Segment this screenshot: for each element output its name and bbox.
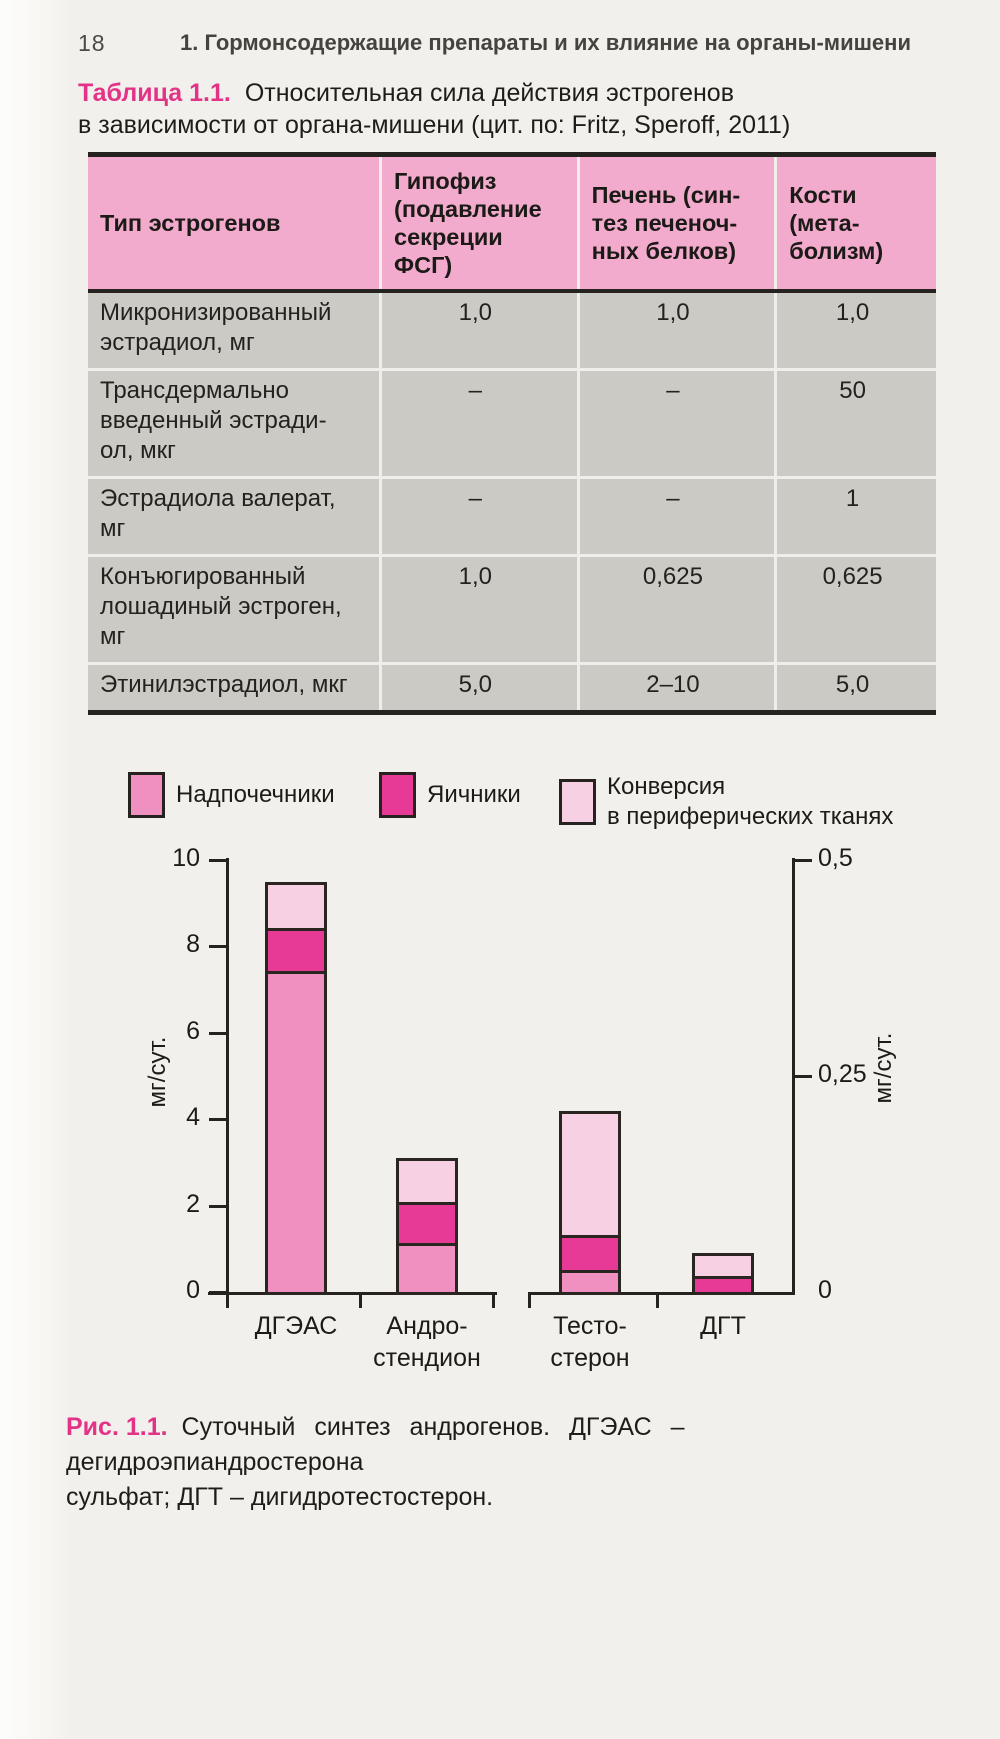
table-row: Эстрадиола валерат, мг – –1 bbox=[88, 476, 936, 556]
table-row: Микронизированный эстрадиол, мг 1,0 1,0 1,0 bbox=[88, 291, 936, 370]
bar-segment bbox=[399, 1202, 455, 1243]
page-number: 18 bbox=[78, 30, 106, 56]
bar-segment bbox=[562, 1270, 618, 1292]
category-label: Тесто- стерон bbox=[550, 1312, 630, 1372]
legend-item: Яичники bbox=[379, 772, 521, 818]
cell-value: 1,0 bbox=[379, 554, 579, 664]
legend-swatch bbox=[379, 772, 416, 818]
category-label: ДГЭАС bbox=[254, 1312, 338, 1340]
legend-item: Конверсия в периферических тканях bbox=[559, 772, 893, 832]
right-axis-tick-label: 0,5 bbox=[818, 844, 853, 872]
legend-swatch bbox=[128, 772, 165, 818]
left-axis-tick bbox=[209, 1204, 226, 1208]
table-caption-line2: в зависимости от органа-мишени (цит. по:… bbox=[78, 110, 791, 139]
left-axis-tick bbox=[209, 1291, 226, 1294]
right-axis-tick-label: 0,25 bbox=[818, 1060, 867, 1088]
row-label: Микронизированный эстрадиол, мг bbox=[88, 291, 381, 370]
figure-caption-label: Рис. 1.1. bbox=[66, 1413, 168, 1441]
bar-segment bbox=[268, 971, 324, 1292]
bar-segment bbox=[399, 1161, 455, 1202]
x-tick bbox=[492, 1294, 495, 1308]
left-axis-tick-label: 4 bbox=[186, 1103, 200, 1132]
left-axis-tick bbox=[209, 1118, 226, 1122]
right-axis-tick bbox=[795, 859, 812, 862]
left-axis-tick bbox=[209, 945, 226, 949]
cell-value: – bbox=[576, 368, 776, 478]
row-label: Трансдермально введенный эстради- ол, мк… bbox=[88, 368, 381, 478]
left-x-baseline bbox=[208, 1292, 497, 1295]
right-axis-label: мг/сут. bbox=[870, 1032, 897, 1104]
cell-value: 0,625 bbox=[774, 554, 936, 664]
left-axis-tick-label: 8 bbox=[186, 930, 200, 959]
category-label: ДГТ bbox=[700, 1312, 746, 1340]
table-row: Трансдермально введенный эстради- ол, мк… bbox=[88, 368, 936, 478]
right-axis-tick-label: 0 bbox=[818, 1276, 832, 1304]
bar-segment bbox=[562, 1114, 618, 1235]
row-label: Конъюгированный лошадиный эстроген, мг bbox=[88, 554, 381, 664]
left-axis-tick-label: 10 bbox=[172, 844, 200, 872]
bar-segment bbox=[695, 1256, 751, 1276]
figure-caption-line2: сульфат; ДГТ – дигидротестостерон. bbox=[66, 1483, 494, 1511]
left-y-axis bbox=[226, 858, 229, 1295]
col-header-bones: Кости (мета- болизм) bbox=[774, 154, 936, 293]
right-y-axis bbox=[792, 858, 795, 1295]
bar-segment bbox=[399, 1243, 455, 1292]
cell-value: – bbox=[379, 476, 579, 556]
page-left-edge bbox=[0, 0, 74, 1739]
legend-item-label: Конверсия в периферических тканях bbox=[607, 773, 894, 830]
bar-segment bbox=[562, 1235, 618, 1270]
figure-caption: Рис. 1.1. Суточный синтез андрогенов. ДГЭ… bbox=[66, 1410, 952, 1515]
figure-caption-line1: Суточный синтез андрогенов. ДГЭАС – деги… bbox=[66, 1413, 685, 1476]
table-caption-label: Таблица 1.1. bbox=[78, 79, 231, 107]
table-row: Этинилэстрадиол, мкг 5,0 2–10 5,0 bbox=[88, 662, 936, 713]
cell-value: 5,0 bbox=[774, 662, 936, 713]
cell-value: – bbox=[576, 476, 776, 556]
col-header-estrogen-type: Тип эстрогенов bbox=[88, 154, 381, 293]
bar-segment bbox=[695, 1276, 751, 1292]
estrogen-table: Тип эстрогенов Гипофиз (подавление секре… bbox=[88, 152, 936, 715]
table-row: Конъюгированный лошадиный эстроген, мг 1,… bbox=[88, 554, 936, 664]
bar-ДГТ bbox=[692, 1253, 754, 1295]
x-tick bbox=[359, 1294, 362, 1308]
right-x-baseline bbox=[528, 1292, 795, 1295]
left-axis-tick-label: 0 bbox=[186, 1276, 200, 1304]
cell-value: 1,0 bbox=[576, 291, 776, 370]
left-axis-tick-label: 2 bbox=[186, 1189, 200, 1218]
bar-segment bbox=[268, 928, 324, 971]
x-tick bbox=[226, 1294, 229, 1308]
cell-value: 2–10 bbox=[576, 662, 776, 713]
x-tick bbox=[528, 1294, 531, 1308]
row-label: Этинилэстрадиол, мкг bbox=[88, 662, 381, 713]
row-label: Эстрадиола валерат, мг bbox=[88, 476, 381, 556]
legend-item: Надпочечники bbox=[128, 772, 335, 818]
chapter-header: 1. Гормонсодержащие препараты и их влиян… bbox=[180, 30, 911, 55]
cell-value: 0,625 bbox=[576, 554, 776, 664]
left-axis-tick-label: 6 bbox=[186, 1016, 200, 1045]
bar-segment bbox=[268, 885, 324, 928]
category-label: Андро- стендион bbox=[373, 1312, 481, 1372]
left-axis-tick bbox=[209, 1031, 226, 1035]
cell-value: 1 bbox=[774, 476, 936, 556]
legend-item-label: Яичники bbox=[427, 781, 521, 808]
cell-value: 1,0 bbox=[774, 291, 936, 370]
col-header-pituitary: Гипофиз (подавление секреции ФСГ) bbox=[379, 154, 579, 293]
estrogen-table-body: Микронизированный эстрадиол, мг 1,0 1,0 1,0… bbox=[88, 291, 936, 713]
left-axis-tick bbox=[209, 859, 226, 862]
cell-value: 1,0 bbox=[379, 291, 579, 370]
col-header-liver: Печень (син- тез печеноч- ных белков) bbox=[576, 154, 776, 293]
bar-Тестостерон bbox=[559, 1111, 621, 1295]
cell-value: 50 bbox=[774, 368, 936, 478]
legend-swatch bbox=[559, 779, 596, 825]
cell-value: 5,0 bbox=[379, 662, 579, 713]
right-axis-tick bbox=[795, 1075, 812, 1078]
table-caption-line1: Относительная сила действия эстрогенов bbox=[244, 79, 734, 107]
x-tick bbox=[656, 1294, 659, 1308]
cell-value: – bbox=[379, 368, 579, 478]
legend-item-label: Надпочечники bbox=[176, 781, 335, 808]
table-caption: Таблица 1.1. Относительная сила действия … bbox=[78, 78, 944, 141]
bar-Андростендион bbox=[396, 1158, 458, 1295]
table-header-row: Тип эстрогенов Гипофиз (подавление секре… bbox=[88, 154, 936, 293]
bar-ДГЭАС bbox=[265, 882, 327, 1295]
